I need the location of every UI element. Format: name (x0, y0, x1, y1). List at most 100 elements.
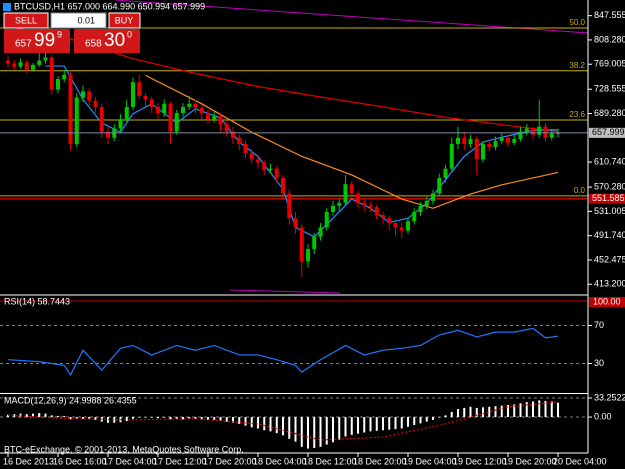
macd-bar (307, 417, 309, 449)
fib-label: 23.6 (569, 110, 585, 119)
candle-body (456, 137, 460, 144)
candle-body (243, 143, 248, 154)
buy-label[interactable]: BUY (115, 15, 134, 25)
symbol-icon (3, 3, 11, 11)
macd-bar (57, 415, 59, 418)
candle-body (381, 215, 385, 219)
sell-label[interactable]: SELL (15, 15, 37, 25)
candle-body (74, 97, 79, 144)
indicator-line (145, 74, 559, 209)
macd-title: MACD(12,26,9) 24.9988 26.4355 (4, 395, 137, 405)
x-tick-label: 17 Dec 04:00 (103, 456, 157, 466)
candle-body (331, 205, 335, 213)
y-tick-label: 570.280 (594, 181, 625, 191)
y-tick-label: 531.005 (594, 206, 625, 216)
macd-bar (32, 413, 34, 418)
rsi-title: RSI(14) 58.7443 (4, 296, 70, 306)
candle-body (137, 82, 142, 96)
macd-bar (475, 407, 478, 418)
macd-bar (407, 417, 409, 427)
macd-bar (388, 417, 391, 430)
y-tick-label: 452.475 (594, 254, 625, 264)
candle-body (306, 249, 310, 262)
macd-bar (50, 415, 53, 418)
candle-body (299, 227, 304, 262)
candle-body (524, 128, 529, 132)
fib-label: 50.0 (569, 18, 585, 27)
macd-bar (138, 417, 141, 418)
candle-body (37, 60, 42, 65)
macd-bar (157, 417, 159, 419)
candle-body (156, 106, 160, 114)
bid-box[interactable] (4, 29, 70, 53)
lot-value[interactable]: 0.01 (77, 15, 95, 25)
candle-body (337, 202, 342, 206)
candle-body (462, 137, 467, 144)
candle-body (149, 99, 154, 107)
candle-body (218, 116, 223, 125)
macd-bar (313, 417, 316, 448)
macd-bar (382, 417, 384, 431)
ask-sup: 0 (127, 29, 132, 39)
macd-bar (463, 407, 466, 418)
x-tick-label: 19 Dec 20:00 (503, 456, 557, 466)
macd-bar (425, 417, 428, 422)
candle-body (487, 143, 492, 148)
y-tick-label: 769.005 (594, 59, 625, 69)
macd-bar (282, 417, 284, 436)
macd-bar (444, 415, 447, 418)
candle-body (368, 205, 373, 208)
candle-body (106, 131, 110, 138)
y-tick-label: 30 (594, 358, 604, 368)
macd-bar (257, 417, 259, 429)
chart-title: BTCUSD,H1 657.000 664.990 650.994 657.99… (14, 1, 205, 11)
ask-box[interactable] (74, 29, 140, 53)
candle-body (193, 103, 198, 109)
y-tick-label: 808.280 (594, 34, 625, 44)
macd-bar (144, 417, 147, 418)
candle-body (131, 82, 135, 107)
lot-input[interactable] (50, 12, 107, 29)
candle-body (18, 62, 23, 67)
candle-body (356, 193, 360, 203)
macd-bar (263, 417, 266, 431)
sell-button[interactable] (3, 12, 49, 29)
y-tick-label: 847.555 (594, 10, 625, 20)
candle-body (406, 221, 410, 231)
x-tick-label: 16 Dec 2013 (3, 456, 54, 466)
macd-bar (432, 417, 434, 420)
macd-bar (113, 417, 116, 423)
candle-body (543, 126, 548, 138)
macd-bar (544, 401, 547, 418)
macd-bar (469, 406, 472, 418)
macd-bar (332, 417, 334, 443)
candle-body (518, 131, 523, 140)
candle-body (49, 57, 54, 90)
candle-body (56, 79, 60, 90)
candle-body (262, 162, 267, 170)
candle-body (293, 218, 298, 228)
x-tick-label: 20 Dec 04:00 (553, 456, 607, 466)
buy-button[interactable] (108, 12, 141, 29)
candle-body (412, 212, 417, 222)
macd-bar (457, 409, 459, 418)
macd-bar (125, 417, 128, 422)
macd-bar (207, 417, 209, 420)
macd-bar (132, 417, 134, 419)
candle-body (93, 100, 98, 107)
candle-body (143, 95, 148, 100)
candle-body (174, 113, 179, 132)
macd-bar (63, 415, 66, 418)
candle-body (187, 103, 192, 107)
bid-label: 657.999 (592, 127, 625, 137)
candle-body (537, 126, 542, 135)
macd-bar (350, 417, 353, 435)
x-tick-label: 19 Dec 12:00 (453, 456, 507, 466)
candle-body (24, 62, 29, 70)
macd-bar (44, 413, 47, 418)
candle-body (318, 227, 323, 237)
bid-big: 99 (34, 30, 55, 51)
candle-body (249, 153, 254, 160)
macd-bar (244, 417, 247, 426)
